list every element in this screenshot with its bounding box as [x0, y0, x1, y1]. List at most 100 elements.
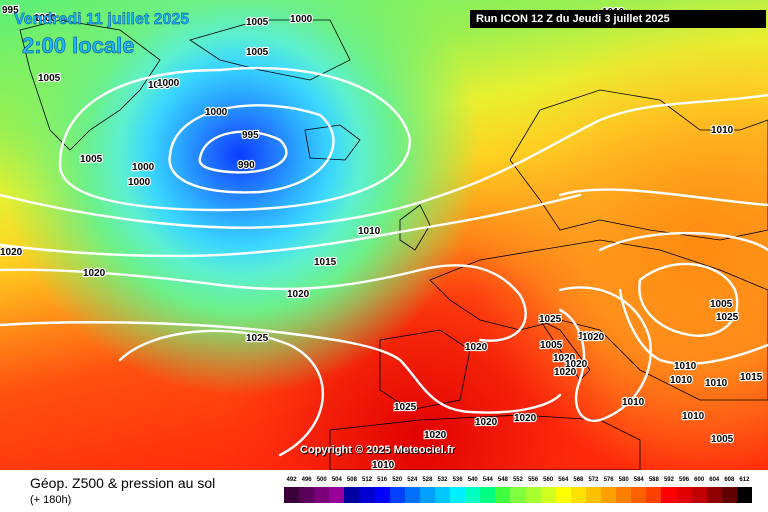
scale-swatch: [284, 487, 300, 503]
isobar-1010: [0, 93, 768, 229]
britain-outline: [399, 204, 431, 251]
scale-swatch: [510, 487, 527, 503]
pressure-label: 1020: [514, 413, 537, 424]
scale-tick-label: 508: [346, 477, 357, 483]
pressure-label: 1020: [578, 331, 601, 342]
scale-swatch: [570, 487, 587, 503]
legend-subtitle: (+ 180h): [30, 494, 72, 506]
pressure-label: 1010: [674, 361, 697, 372]
scale-tick-label: 504: [331, 477, 342, 483]
pressure-label: 1005: [38, 73, 61, 84]
iceland-outline: [304, 124, 361, 161]
pressure-label: 995: [242, 130, 259, 141]
pressure-label: 1005: [246, 17, 269, 28]
scale-tick-label: 496: [301, 477, 312, 483]
pressure-label: 1010: [670, 375, 693, 386]
pressure-label: 990: [238, 160, 255, 171]
scale-tick-label: 560: [543, 477, 554, 483]
greenland-outline: [19, 19, 161, 151]
scale-swatch: [736, 487, 753, 503]
scale-tick-label: 516: [377, 477, 388, 483]
pressure-label: 1020: [465, 342, 488, 353]
forecast-time: 2:00 locale: [22, 33, 135, 59]
pressure-label: 1020: [424, 430, 447, 441]
pressure-label: 1000: [157, 78, 180, 89]
legend-title: Géop. Z500 & pression au sol: [30, 475, 216, 491]
scale-swatch: [344, 487, 360, 503]
isobar-1010-east: [598, 231, 768, 366]
isobars: [0, 66, 768, 457]
scale-tick-label: 556: [528, 477, 539, 483]
pressure-label: 1020: [83, 268, 106, 279]
scale-tick-label: 512: [362, 477, 373, 483]
scale-swatch: [601, 487, 617, 503]
scale-tick-label: 568: [573, 477, 584, 483]
pressure-label: 995: [2, 5, 19, 16]
color-scale: 492 496 500 504 508 512 516 520 524 528 532 536 540 5…: [284, 477, 753, 505]
scale-swatch: [314, 487, 330, 503]
isobar-1025-a: [0, 321, 562, 414]
pressure-label: 1020: [475, 417, 498, 428]
pressure-label: 1010: [358, 226, 381, 237]
scale-swatch: [646, 487, 662, 503]
scale-tick-label: 604: [709, 477, 720, 483]
pressure-label: 1020: [287, 289, 310, 300]
pressure-label: 1020: [554, 367, 577, 378]
copyright-notice: Copyright © 2025 Meteociel.fr: [300, 444, 455, 456]
run-info: Run ICON 12 Z du Jeudi 3 juillet 2025: [470, 10, 766, 28]
pressure-label: 1005: [246, 47, 269, 58]
pressure-label: 1020: [0, 247, 23, 258]
scale-tick-label: 528: [422, 477, 433, 483]
scale-tick-label: 540: [467, 477, 478, 483]
pressure-label: 1025: [539, 314, 562, 325]
scale-swatch: [661, 487, 677, 503]
scale-tick-label: 544: [482, 477, 493, 483]
isobar-1005-east: [638, 262, 739, 337]
scale-swatch: [495, 487, 511, 503]
isobar-1000: [168, 104, 335, 194]
scale-swatch: [434, 487, 451, 503]
pressure-label: 1010: [622, 397, 645, 408]
scale-swatch: [525, 487, 542, 503]
scale-tick-label: 576: [603, 477, 614, 483]
pressure-label: 1000: [290, 14, 313, 25]
pressure-label: 1020: [582, 332, 605, 343]
scale-tick-label: 612: [739, 477, 750, 483]
north-africa-outline: [329, 414, 641, 470]
scale-tick-label: 536: [452, 477, 463, 483]
arctic-outline: [189, 19, 351, 81]
pressure-label: 1025: [246, 333, 269, 344]
isobar-1005: [58, 66, 412, 212]
scale-swatch: [555, 487, 572, 503]
scale-tick-label: 520: [392, 477, 403, 483]
isobar-1020-italy: [558, 286, 652, 422]
scale-swatch: [691, 487, 708, 503]
scale-tick-label: 492: [286, 477, 297, 483]
scale-swatch: [359, 487, 376, 503]
pressure-label: 1015: [314, 257, 337, 268]
scale-tick-label: 592: [663, 477, 674, 483]
scale-tick-label: 584: [633, 477, 644, 483]
scale-swatch: [404, 487, 421, 503]
pressure-label: 1005: [711, 434, 734, 445]
scale-swatch: [480, 487, 496, 503]
scale-tick-label: 548: [497, 477, 508, 483]
scale-swatch: [676, 487, 693, 503]
pressure-label: 1020: [565, 359, 588, 370]
forecast-date: Vendredi 11 juillet 2025: [14, 11, 190, 28]
italy-outline: [538, 318, 591, 381]
scale-tick-label: 532: [437, 477, 448, 483]
pressure-label: 1010: [682, 411, 705, 422]
pressure-label: 1020: [553, 353, 576, 364]
scale-swatch: [585, 487, 602, 503]
scale-swatch: [450, 487, 466, 503]
scale-swatch: [389, 487, 406, 503]
isobar-1025-b: [118, 329, 324, 457]
pressure-label: 1015: [740, 372, 763, 383]
pressure-label: 1000: [34, 13, 57, 24]
pressure-label: 1000: [148, 80, 171, 91]
europe-outline: [429, 239, 768, 401]
pressure-label: 1025: [716, 312, 739, 323]
